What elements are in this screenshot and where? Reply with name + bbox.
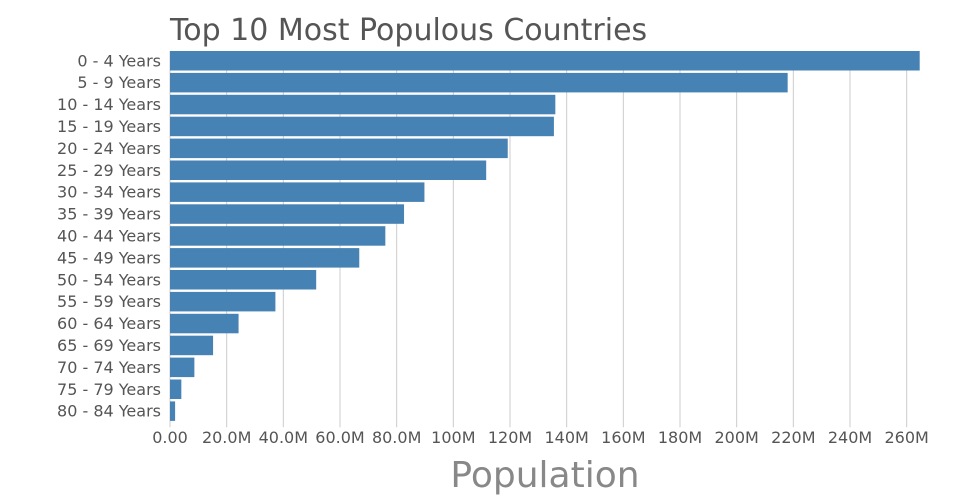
category-label: 5 - 9 Years xyxy=(77,73,161,92)
x-tick-label: 80.0M xyxy=(372,428,421,447)
bar xyxy=(170,160,487,180)
category-label: 75 - 79 Years xyxy=(57,380,161,399)
x-tick-label: 0.00 xyxy=(152,428,188,447)
chart-title: Top 10 Most Populous Countries xyxy=(169,13,647,48)
x-tick-label: 160M xyxy=(601,428,645,447)
bar xyxy=(170,401,176,421)
x-tick-labels: 0.00 20.0M 40.0M 60.0M 80.0M 100M 120M 140M 160M… xyxy=(152,428,929,447)
x-tick-label: 60.0M xyxy=(315,428,364,447)
bar xyxy=(170,204,405,224)
category-label: 30 - 34 Years xyxy=(57,183,161,202)
x-tick-label: 120M xyxy=(488,428,532,447)
x-tick-label: 40.0M xyxy=(259,428,308,447)
bar xyxy=(170,379,182,399)
bar xyxy=(170,72,788,93)
bar xyxy=(170,270,317,290)
category-label: 45 - 49 Years xyxy=(57,248,161,267)
bar xyxy=(170,51,920,71)
category-label: 15 - 19 Years xyxy=(57,117,161,136)
category-label: 50 - 54 Years xyxy=(57,270,161,289)
x-tick-label: 200M xyxy=(714,428,758,447)
category-label: 10 - 14 Years xyxy=(57,95,161,114)
category-label: 70 - 74 Years xyxy=(57,358,161,377)
category-label: 25 - 29 Years xyxy=(57,161,161,180)
bar xyxy=(170,116,554,137)
category-label: 55 - 59 Years xyxy=(57,292,161,311)
x-tick-label: 20.0M xyxy=(202,428,251,447)
x-tick-label: 240M xyxy=(828,428,872,447)
bar xyxy=(170,138,508,159)
bar xyxy=(170,94,556,115)
category-label: 40 - 44 Years xyxy=(57,226,161,245)
bar xyxy=(170,291,276,312)
bars xyxy=(170,51,920,421)
x-tick-label: 100M xyxy=(431,428,475,447)
bar xyxy=(170,226,386,246)
x-tick-label: 140M xyxy=(544,428,588,447)
category-labels: 0 - 4 Years 5 - 9 Years 10 - 14 Years 15 - … xyxy=(57,51,161,420)
bar xyxy=(170,182,425,202)
category-label: 80 - 84 Years xyxy=(57,402,161,421)
x-tick-label: 180M xyxy=(658,428,702,447)
category-label: 65 - 69 Years xyxy=(57,336,161,355)
category-label: 60 - 64 Years xyxy=(57,314,161,333)
bar xyxy=(170,248,360,268)
category-label: 35 - 39 Years xyxy=(57,205,161,224)
category-label: 20 - 24 Years xyxy=(57,139,161,158)
category-label: 0 - 4 Years xyxy=(77,51,161,70)
x-tick-label: 220M xyxy=(771,428,815,447)
x-tick-label: 260M xyxy=(884,428,928,447)
bar xyxy=(170,335,214,356)
x-axis-title: Population xyxy=(450,455,639,496)
bar xyxy=(170,357,195,378)
bar xyxy=(170,313,239,334)
